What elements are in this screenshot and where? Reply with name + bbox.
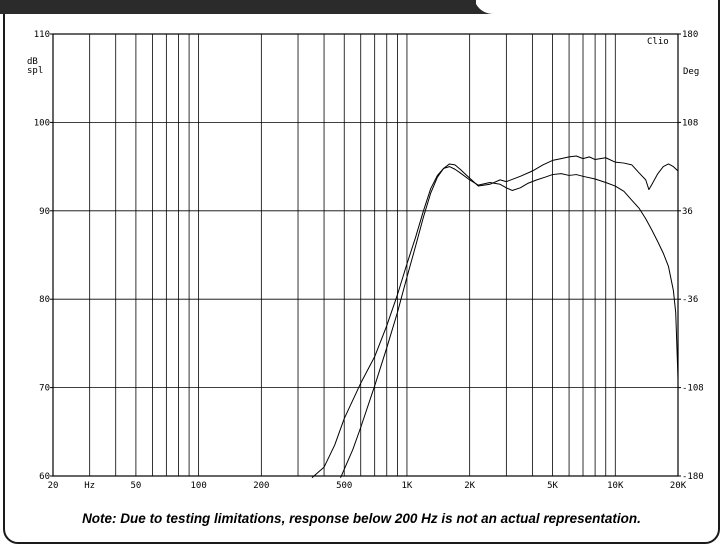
x-tick-label: 1K <box>402 481 413 491</box>
ylabel-right: Deg <box>683 67 699 77</box>
y-tick-label-left: 80 <box>39 295 50 305</box>
y-tick-label-left: 110 <box>34 30 50 40</box>
ylabel-left-line2: spl <box>27 66 43 76</box>
y-tick-label-right: 108 <box>682 118 698 128</box>
ylabel-left-line1: dB <box>27 57 38 67</box>
y-tick-label-right: 180 <box>682 30 698 40</box>
y-tick-label-left: 100 <box>34 118 50 128</box>
tick-labels: 60 70 80 90 100 110 -180 -108 -36 36 108 180 20 Hz 50 1… <box>34 30 704 491</box>
y-tick-label-right: 36 <box>682 207 693 217</box>
x-tick-label: 10K <box>607 481 624 491</box>
x-tick-label: 500 <box>336 481 352 491</box>
y-tick-label-right: -36 <box>682 295 698 305</box>
x-tick-label: 2K <box>464 481 475 491</box>
header-bar <box>0 0 494 14</box>
series-line-1 <box>311 166 679 479</box>
brand-label: Clio <box>647 37 669 47</box>
note-text: Note: Due to testing limitations, respon… <box>82 511 641 526</box>
x-tick-label: 20K <box>670 481 687 491</box>
y-tick-label-left: 70 <box>39 384 50 394</box>
grid <box>53 34 678 476</box>
x-tick-label: Hz <box>84 481 95 491</box>
x-tick-label: 50 <box>130 481 141 491</box>
series-line-2 <box>340 155 679 478</box>
plot-border <box>52 33 679 477</box>
y-tick-label-left: 60 <box>39 472 50 482</box>
x-tick-label: 20 <box>48 481 59 491</box>
plot-area <box>53 34 678 476</box>
y-tick-label-right: -180 <box>682 472 704 482</box>
series-group <box>311 155 679 479</box>
x-tick-label: 100 <box>190 481 206 491</box>
x-tick-label: 200 <box>253 481 269 491</box>
y-tick-label-right: -108 <box>682 384 704 394</box>
x-tick-label: 5K <box>547 481 558 491</box>
y-tick-label-left: 90 <box>39 207 50 217</box>
